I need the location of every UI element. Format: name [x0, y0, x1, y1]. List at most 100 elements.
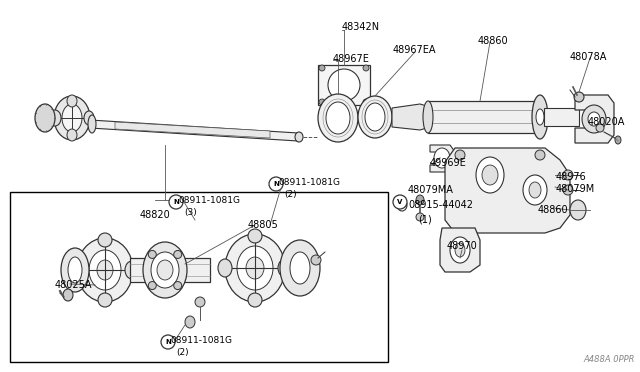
Text: 08911-1081G: 08911-1081G: [170, 336, 232, 345]
Text: 48860: 48860: [538, 205, 568, 215]
Ellipse shape: [574, 92, 584, 102]
Text: 48079M: 48079M: [556, 184, 595, 194]
Ellipse shape: [615, 136, 621, 144]
Ellipse shape: [563, 170, 573, 180]
Ellipse shape: [455, 243, 465, 257]
Ellipse shape: [246, 257, 264, 279]
Ellipse shape: [67, 129, 77, 141]
Text: N: N: [173, 199, 179, 205]
Bar: [428, 101, 540, 133]
Ellipse shape: [98, 293, 112, 307]
Ellipse shape: [68, 257, 82, 283]
Ellipse shape: [71, 261, 85, 279]
Polygon shape: [445, 148, 570, 233]
Ellipse shape: [290, 252, 310, 284]
Text: 48342N: 48342N: [342, 22, 380, 32]
Ellipse shape: [280, 240, 320, 296]
Ellipse shape: [365, 103, 385, 131]
Ellipse shape: [319, 65, 325, 71]
Ellipse shape: [434, 148, 450, 168]
Text: 08915-44042: 08915-44042: [408, 200, 473, 210]
Ellipse shape: [54, 96, 90, 140]
Circle shape: [393, 195, 407, 209]
Bar: [318, 65, 370, 105]
Ellipse shape: [596, 124, 604, 132]
Ellipse shape: [311, 255, 321, 265]
Ellipse shape: [63, 289, 73, 301]
Ellipse shape: [98, 233, 112, 247]
Text: V: V: [397, 199, 403, 205]
Ellipse shape: [62, 104, 82, 132]
Text: (2): (2): [285, 190, 298, 199]
Ellipse shape: [148, 282, 156, 289]
Ellipse shape: [416, 195, 424, 205]
Text: 48079MA: 48079MA: [408, 185, 454, 195]
Ellipse shape: [397, 199, 407, 211]
Ellipse shape: [248, 229, 262, 243]
Ellipse shape: [49, 110, 61, 126]
Circle shape: [169, 195, 183, 209]
Ellipse shape: [416, 213, 424, 221]
Text: 48805: 48805: [248, 220, 279, 230]
Polygon shape: [115, 122, 270, 138]
Text: 48820: 48820: [140, 210, 170, 220]
Ellipse shape: [318, 94, 358, 142]
Ellipse shape: [195, 297, 205, 307]
Ellipse shape: [529, 182, 541, 198]
Ellipse shape: [151, 252, 179, 288]
Ellipse shape: [588, 112, 600, 126]
Ellipse shape: [455, 150, 465, 160]
Ellipse shape: [157, 260, 173, 280]
Polygon shape: [90, 120, 298, 141]
Ellipse shape: [363, 65, 369, 71]
Text: (1): (1): [418, 214, 432, 224]
Ellipse shape: [570, 200, 586, 220]
Ellipse shape: [143, 242, 187, 298]
Text: 48976: 48976: [556, 172, 587, 182]
Ellipse shape: [319, 99, 325, 105]
Text: 48967EA: 48967EA: [393, 45, 436, 55]
Text: N: N: [165, 339, 171, 345]
Ellipse shape: [423, 101, 433, 133]
Ellipse shape: [535, 150, 545, 160]
Ellipse shape: [563, 185, 573, 195]
Bar: [10, 192, 388, 362]
Text: N: N: [273, 181, 279, 187]
Text: 08911-1081G: 08911-1081G: [278, 178, 340, 187]
Polygon shape: [392, 104, 430, 130]
Text: 48078A: 48078A: [570, 52, 607, 62]
Ellipse shape: [358, 96, 392, 138]
Text: 48020A: 48020A: [588, 117, 625, 127]
Text: 48025A: 48025A: [55, 280, 93, 290]
Polygon shape: [430, 145, 455, 172]
Polygon shape: [440, 228, 480, 272]
Text: 49969E: 49969E: [430, 158, 467, 168]
Text: A488A 0PPR: A488A 0PPR: [584, 355, 635, 364]
Ellipse shape: [482, 165, 498, 185]
Ellipse shape: [67, 95, 77, 107]
Ellipse shape: [328, 69, 360, 101]
Ellipse shape: [278, 259, 292, 277]
Text: (2): (2): [177, 348, 189, 357]
Polygon shape: [575, 95, 614, 143]
Ellipse shape: [523, 175, 547, 205]
Ellipse shape: [173, 282, 182, 289]
Ellipse shape: [536, 109, 544, 125]
Ellipse shape: [476, 157, 504, 193]
Text: 48970: 48970: [447, 241, 477, 251]
Text: 48860: 48860: [478, 36, 509, 46]
Ellipse shape: [532, 95, 548, 139]
Ellipse shape: [148, 250, 156, 259]
Ellipse shape: [400, 202, 404, 208]
Bar: [130, 258, 210, 282]
Text: 08911-1081G: 08911-1081G: [178, 196, 240, 205]
Ellipse shape: [218, 259, 232, 277]
Circle shape: [161, 335, 175, 349]
Ellipse shape: [89, 250, 121, 290]
Ellipse shape: [225, 234, 285, 302]
Ellipse shape: [173, 250, 182, 259]
Ellipse shape: [61, 248, 89, 292]
Circle shape: [269, 177, 283, 191]
Text: (3): (3): [184, 208, 197, 217]
Ellipse shape: [248, 293, 262, 307]
